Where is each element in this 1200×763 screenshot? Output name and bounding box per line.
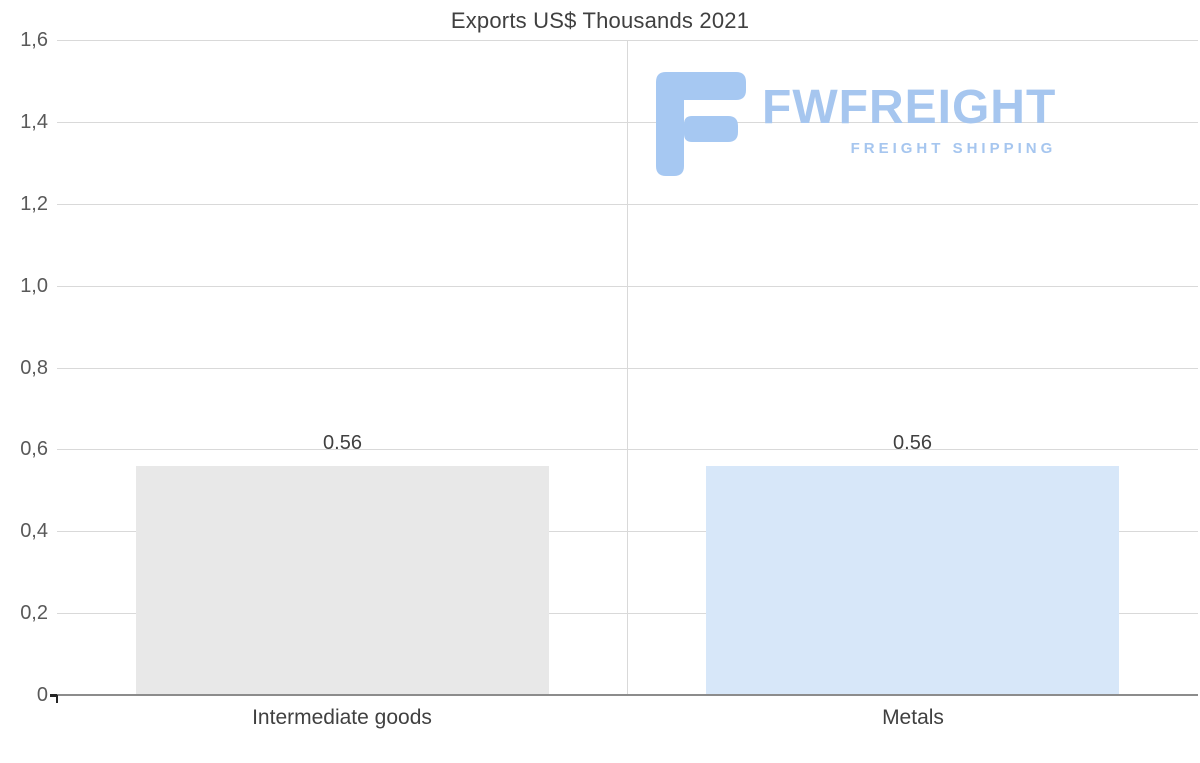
gridline-vertical: [627, 40, 628, 695]
x-category-label-intermediate-goods: Intermediate goods: [252, 706, 432, 729]
y-tick-label: 0,2: [20, 602, 48, 624]
y-tick-label: 0,4: [20, 520, 48, 542]
fwfreight-logo-icon: [648, 68, 748, 180]
bar-intermediate-goods[interactable]: [136, 466, 549, 695]
axis-tick: [50, 694, 57, 697]
plot-area: 0.56 0.56: [50, 40, 1198, 703]
y-tick-label: 0,6: [20, 438, 48, 460]
chart-title: Exports US$ Thousands 2021: [450, 8, 750, 33]
y-tick-label: 0,8: [20, 357, 48, 379]
value-label: 0.56: [893, 432, 932, 454]
y-tick-label: 1,2: [20, 193, 48, 215]
x-category-label-metals: Metals: [882, 706, 944, 729]
y-tick-label: 1,4: [20, 111, 48, 133]
x-axis-line: [57, 694, 1198, 696]
watermark-text: FWFREIGHT: [762, 81, 1057, 134]
watermark-subtext: FREIGHT SHIPPING: [850, 140, 1057, 157]
y-tick-label: 0: [36, 684, 48, 706]
y-tick-label: 1,6: [20, 29, 48, 51]
value-label: 0.56: [323, 432, 362, 454]
axis-tick: [56, 695, 58, 703]
y-tick-label: 1,0: [20, 275, 48, 297]
watermark-logo: FWFREIGHT FREIGHT SHIPPING: [648, 68, 1056, 180]
bar-metals[interactable]: [706, 466, 1119, 695]
